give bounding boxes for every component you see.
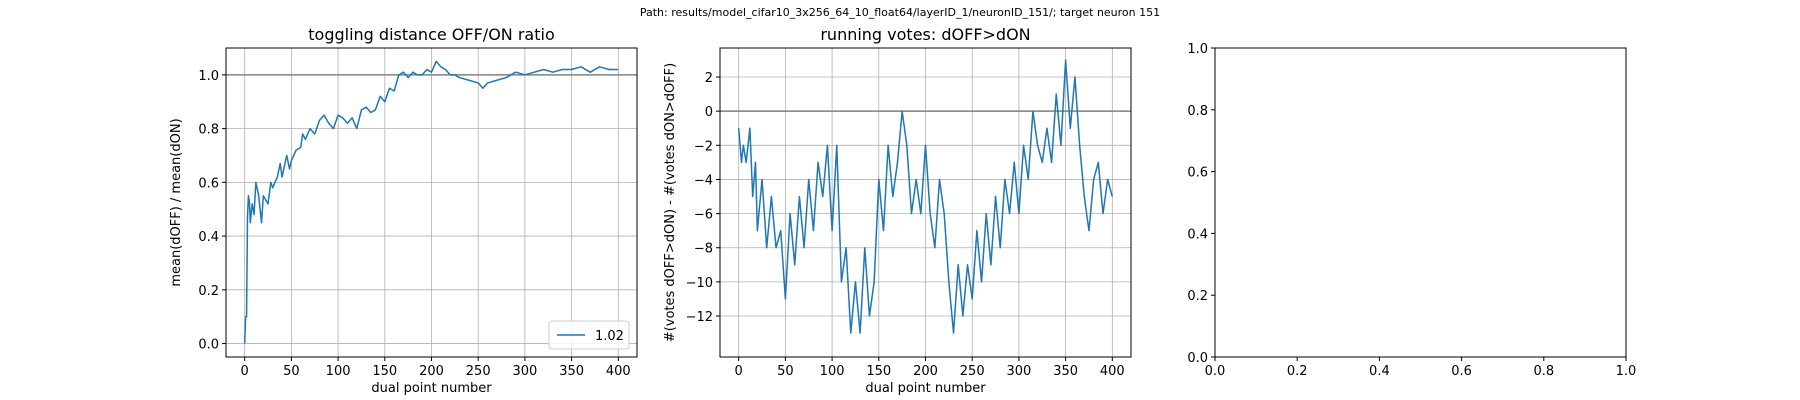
x-tick-label: 150 — [372, 364, 397, 379]
x-axis-label: dual point number — [371, 381, 492, 396]
x-tick-label: 400 — [606, 364, 631, 379]
y-tick-label: −10 — [686, 276, 713, 291]
y-tick-label: 0.8 — [198, 123, 219, 138]
y-tick-label: 1.0 — [198, 69, 219, 84]
x-tick-label: 50 — [777, 364, 794, 379]
y-tick-label: −6 — [694, 208, 713, 223]
y-tick-label: 1.0 — [1187, 42, 1208, 57]
x-tick-label: 1.0 — [1616, 364, 1637, 379]
chart-title: toggling distance OFF/ON ratio — [308, 25, 554, 44]
x-tick-label: 200 — [913, 364, 938, 379]
chart-panel-3: 0.0 0.2 0.4 0.6 0.8 1.0 0.0 0.2 0.4 0.6 0.8 1.0 — [1187, 42, 1636, 379]
y-axis-label: #(votes dOFF>dON) - #(votes dON>dOFF) — [663, 63, 678, 342]
x-tick-label: 350 — [559, 364, 584, 379]
x-tick-label: 0.4 — [1369, 364, 1390, 379]
y-tick-label: 0.0 — [1187, 351, 1208, 366]
x-tick-label: 50 — [283, 364, 300, 379]
legend-box — [548, 320, 630, 350]
x-tick-label: 250 — [960, 364, 985, 379]
y-tick-label: 0.6 — [1187, 166, 1208, 181]
y-tick-label: 0.4 — [198, 230, 219, 245]
x-tick-label: 100 — [326, 364, 351, 379]
y-tick-label: −12 — [686, 310, 713, 325]
figure-suptitle: Path: results/model_cifar10_3x256_64_10_… — [640, 6, 1160, 19]
x-tick-label: 250 — [466, 364, 491, 379]
x-tick-label: 0 — [241, 364, 249, 379]
x-tick-label: 200 — [419, 364, 444, 379]
x-tick-label: 150 — [866, 364, 891, 379]
x-tick-label: 0 — [735, 364, 743, 379]
chart-panel-2: 0 50 100 150 200 250 300 350 400 −12 −10 −8 −6 −4 −2 0 2… — [663, 25, 1132, 396]
x-tick-label: 350 — [1053, 364, 1078, 379]
y-tick-label: 2 — [705, 71, 713, 86]
x-tick-label: 0.6 — [1451, 364, 1472, 379]
y-tick-label: 0.2 — [198, 284, 219, 299]
legend-label: 1.02 — [595, 329, 624, 344]
x-tick-label: 0.8 — [1533, 364, 1554, 379]
series-line-1 — [737, 59, 1114, 334]
y-tick-label: 0 — [705, 105, 713, 120]
y-tick-label: 0.2 — [1187, 289, 1208, 304]
axes-frame — [1214, 47, 1627, 358]
x-tick-label: 100 — [820, 364, 845, 379]
y-tick-label: −4 — [694, 173, 713, 188]
panels: 0 50 100 150 200 250 300 350 4000.00.20.40.60.81… — [169, 25, 1636, 396]
y-tick-label: −8 — [694, 242, 713, 257]
y-tick-label: 0.8 — [1187, 104, 1208, 119]
y-tick-label: 0.6 — [198, 176, 219, 191]
x-tick-label: 0.2 — [1287, 364, 1308, 379]
y-tick-label: −2 — [694, 139, 713, 154]
series-line-1 — [243, 60, 619, 344]
x-axis-label: dual point number — [865, 381, 986, 396]
x-tick-label: 300 — [1006, 364, 1031, 379]
x-tick-label: 0.0 — [1205, 364, 1226, 379]
x-tick-label: 300 — [512, 364, 537, 379]
legend: 1.02 — [548, 320, 630, 350]
chart-title: running votes: dOFF>dON — [820, 25, 1030, 44]
y-tick-label: 0.0 — [198, 338, 219, 353]
y-tick-label: 0.4 — [1187, 227, 1208, 242]
y-axis-label: mean(dOFF) / mean(dON) — [169, 118, 184, 286]
chart-panel-1: 0 50 100 150 200 250 300 350 400 0.0 0.2 0.4 0.6 0.8 1… — [169, 25, 638, 396]
x-tick-label: 400 — [1100, 364, 1125, 379]
